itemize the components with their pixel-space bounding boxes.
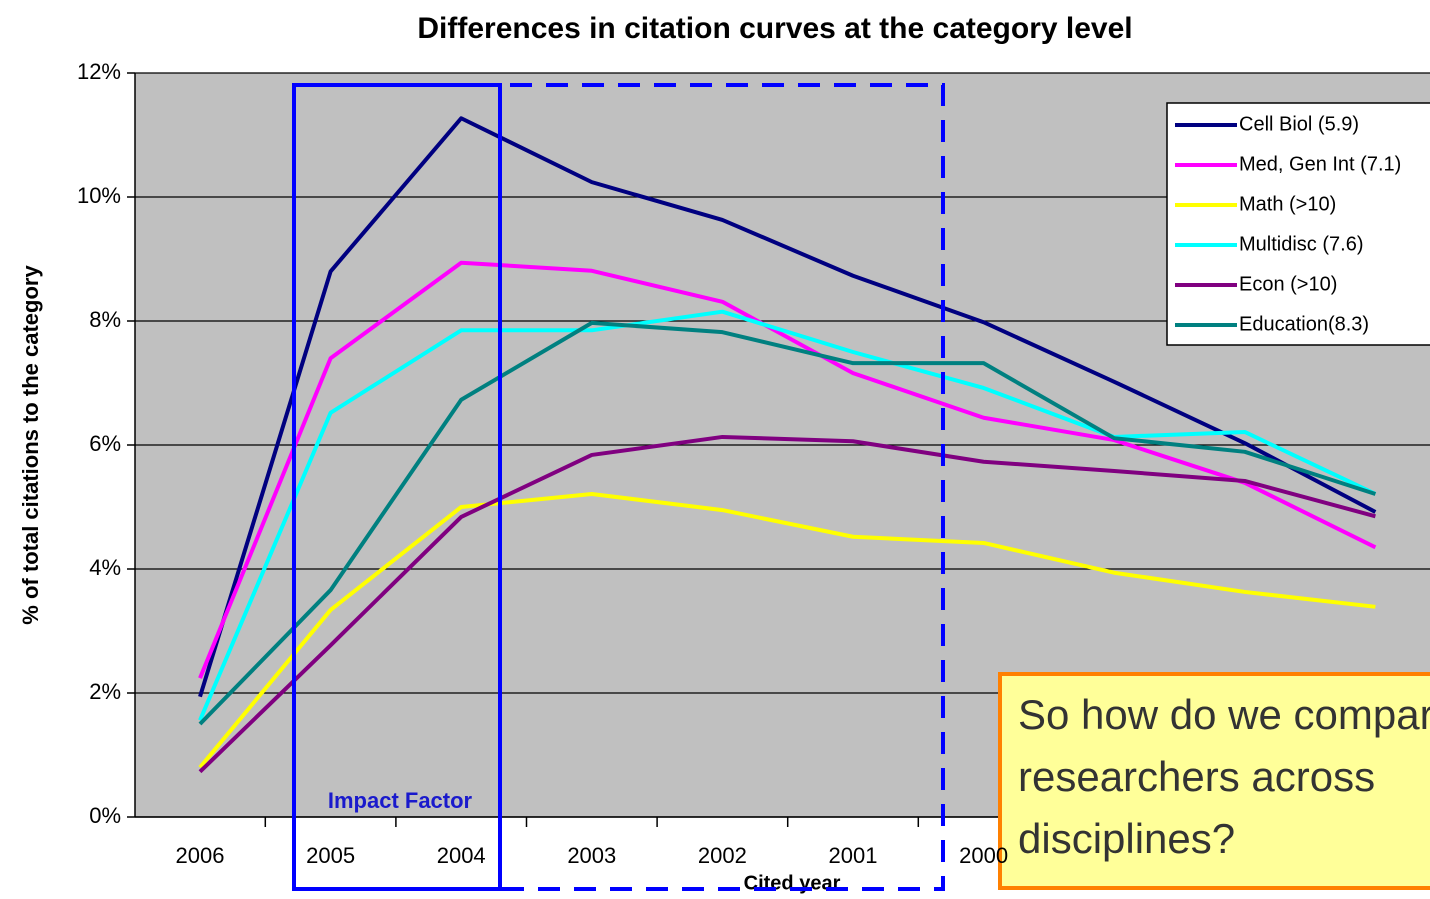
legend-label: Multidisc (7.6) — [1239, 233, 1363, 255]
legend-label: Cell Biol (5.9) — [1239, 113, 1359, 135]
y-tick-label: 0% — [89, 803, 121, 828]
y-tick-label: 12% — [77, 59, 121, 84]
callout-text: researchers across — [1018, 753, 1375, 800]
legend-label: Econ (>10) — [1239, 273, 1337, 295]
x-tick-label: 2002 — [698, 843, 747, 868]
series-line — [198, 116, 1377, 698]
x-tick-label: 2000 — [959, 843, 1008, 868]
series-line — [198, 309, 1377, 722]
series-line — [198, 491, 1376, 769]
x-tick-label: 2001 — [829, 843, 878, 868]
y-tick-label: 6% — [89, 431, 121, 456]
annotation: Impact Factor — [328, 788, 473, 813]
callout: So how do we compare researchers across di… — [1018, 691, 1430, 862]
callout-box — [998, 672, 1430, 890]
y-tick-label: 10% — [77, 183, 121, 208]
x-tick-label: 2006 — [176, 843, 225, 868]
legend-label: Education(8.3) — [1239, 313, 1369, 335]
series-line — [198, 434, 1376, 774]
callout-text: disciplines? — [1018, 815, 1235, 862]
y-axis-label: % of total citations to the category — [18, 265, 43, 625]
legend-label: Math (>10) — [1239, 193, 1336, 215]
legend: Cell Biol (5.9) Med, Gen Int (7.1) Math (>… — [1166, 102, 1430, 346]
legend-label: Med, Gen Int (7.1) — [1239, 153, 1401, 175]
legend-box — [1166, 102, 1430, 346]
chart-title: Differences in citation curves at the ca… — [417, 12, 1132, 45]
series-line — [198, 320, 1377, 726]
series-line — [198, 260, 1377, 679]
y-tick-label: 2% — [89, 679, 121, 704]
x-tick-label: 2005 — [306, 843, 355, 868]
window-box — [292, 83, 945, 891]
x-tick-label: 2004 — [437, 843, 486, 868]
y-tick-label: 4% — [89, 555, 121, 580]
lines — [198, 116, 1377, 774]
y-tick-label: 8% — [89, 307, 121, 332]
x-tick-label: 2003 — [567, 843, 616, 868]
callout-text: So how do we compare — [1018, 691, 1430, 738]
